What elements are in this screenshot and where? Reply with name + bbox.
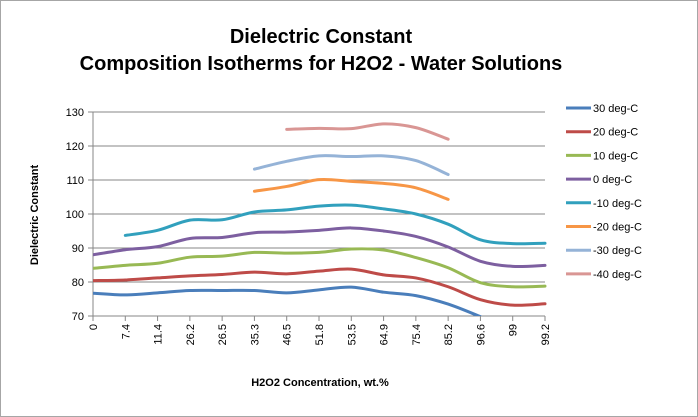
x-tick-label: 51.8 [314, 324, 326, 345]
y-tick-label: 90 [72, 243, 84, 255]
legend-label-10-deg-c: 10 deg-C [593, 150, 638, 162]
gridlines [93, 111, 545, 283]
x-tick-label: 26.5 [217, 324, 229, 345]
y-tick-label: 120 [66, 141, 84, 153]
series-line-10-deg-c [93, 247, 547, 289]
y-tick-label: 100 [66, 209, 84, 221]
y-tick-label: 80 [72, 277, 84, 289]
series-line--30-deg-c [252, 154, 450, 177]
x-tick-label: 99 [508, 324, 520, 336]
chart-title: Dielectric Constant [230, 26, 413, 48]
y-axis-title: Dielectric Constant [29, 165, 41, 266]
x-tick-label: 0 [88, 324, 100, 330]
x-tick-label: 11.4 [153, 324, 165, 345]
y-tick-labels: 70 80 90 100 110 120 130 [66, 107, 84, 323]
x-tick-label: 7.4 [120, 324, 132, 339]
y-tick-label: 130 [66, 107, 84, 119]
x-tick-label: 53.5 [346, 324, 358, 345]
x-tick-label: 26.2 [185, 324, 197, 345]
x-tick-label: 85.2 [443, 324, 455, 345]
x-tick-label: 75.4 [411, 324, 423, 345]
x-tick-label: 64.9 [379, 324, 391, 345]
x-tick-label: 35.3 [249, 324, 261, 345]
legend-label--30-deg-c: -30 deg-C [593, 245, 642, 257]
series-lines [93, 122, 547, 316]
y-tick-label: 110 [66, 175, 84, 187]
legend-label--20-deg-c: -20 deg-C [593, 222, 642, 234]
legend-label--40-deg-c: -40 deg-C [593, 269, 642, 281]
y-tick-label: 70 [72, 311, 84, 323]
series-line-0-deg-c [93, 226, 547, 269]
x-axis-title: H2O2 Concentration, wt.% [251, 377, 389, 389]
series-line--40-deg-c [285, 122, 450, 141]
legend-label--10-deg-c: -10 deg-C [593, 198, 642, 210]
x-tick-label: 96.6 [475, 324, 487, 345]
legend-label-0-deg-c: 0 deg-C [593, 174, 632, 186]
legend: 30 deg-C 20 deg-C 10 deg-C 0 deg-C -10 deg-C… [566, 103, 642, 281]
legend-label-20-deg-c: 20 deg-C [593, 127, 638, 139]
series-line--20-deg-c [252, 177, 450, 201]
x-tick-labels: 0 7.4 11.4 26.2 26.5 35.3 46.5 51.8 53.5 64.9 75.4… [88, 324, 552, 345]
series-line-30-deg-c [93, 285, 482, 316]
legend-label-30-deg-c: 30 deg-C [593, 103, 638, 115]
x-tick-label: 46.5 [282, 324, 294, 345]
series-line-20-deg-c [93, 267, 547, 307]
series-line--10-deg-c [123, 203, 547, 246]
chart-subtitle: Composition Isotherms for H2O2 - Water S… [80, 53, 563, 75]
x-tick-label: 99.2 [540, 324, 552, 345]
